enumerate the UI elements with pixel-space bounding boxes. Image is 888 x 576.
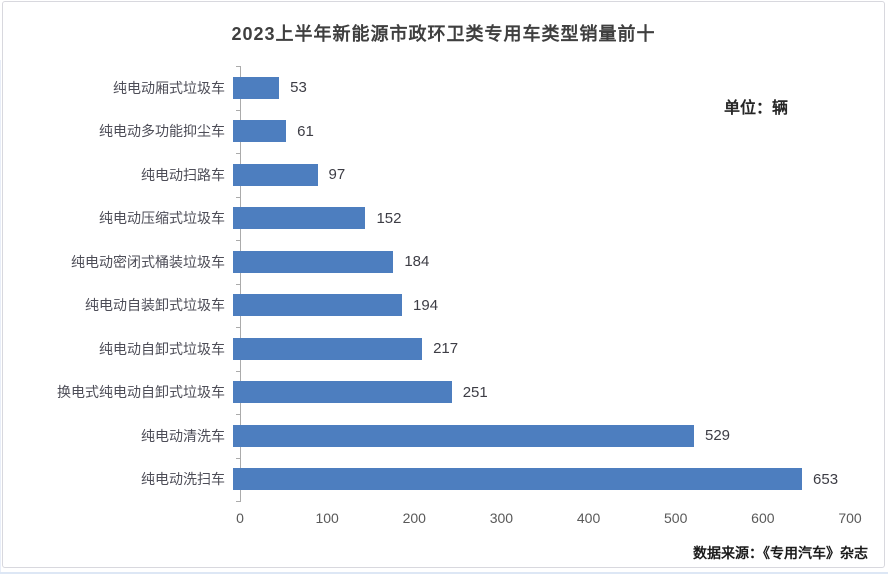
x-tick-label: 100: [297, 510, 357, 526]
value-label: 97: [329, 166, 346, 183]
bar-row: 纯电动清洗车 529: [3, 414, 888, 458]
value-label: 653: [813, 471, 838, 488]
value-label: 61: [297, 123, 314, 140]
bar: [233, 425, 694, 447]
x-tick-label: 0: [210, 510, 270, 526]
bar-row: 纯电动密闭式桶装垃圾车 184: [3, 240, 888, 284]
y-tick-mark: [236, 371, 240, 372]
y-tick-mark: [236, 240, 240, 241]
left-edge-line: [0, 60, 1, 574]
bar-row: 纯电动压缩式垃圾车 152: [3, 197, 888, 241]
x-tick-label: 300: [471, 510, 531, 526]
category-label: 纯电动扫路车: [3, 165, 233, 185]
bar-row: 纯电动多功能抑尘车 61: [3, 110, 888, 154]
bar-row: 纯电动自装卸式垃圾车 194: [3, 284, 888, 328]
x-tick-label: 200: [384, 510, 444, 526]
category-label: 纯电动密闭式桶装垃圾车: [3, 252, 233, 272]
category-label: 纯电动洗扫车: [3, 469, 233, 489]
x-tick-label: 500: [646, 510, 706, 526]
plot-area: 纯电动厢式垃圾车 53 纯电动多功能抑尘车 61 纯电动扫路车 97 纯电动压缩式垃圾车 15…: [3, 2, 888, 576]
value-label: 529: [705, 427, 730, 444]
y-tick-mark: [236, 284, 240, 285]
bar-row: 纯电动扫路车 97: [3, 153, 888, 197]
bar: [233, 294, 402, 316]
category-label: 纯电动厢式垃圾车: [3, 78, 233, 98]
y-tick-mark: [236, 414, 240, 415]
bar-row: 纯电动洗扫车 653: [3, 458, 888, 502]
value-label: 217: [433, 340, 458, 357]
value-label: 152: [376, 210, 401, 227]
y-tick-mark: [236, 110, 240, 111]
y-tick-mark: [236, 327, 240, 328]
category-label: 换电式纯电动自卸式垃圾车: [3, 382, 233, 402]
value-label: 184: [404, 253, 429, 270]
category-label: 纯电动清洗车: [3, 426, 233, 446]
y-tick-mark: [236, 66, 240, 67]
y-tick-mark: [236, 197, 240, 198]
value-label: 53: [290, 79, 307, 96]
bar: [233, 164, 318, 186]
source-label: 数据来源：《专用汽车》杂志: [693, 543, 868, 563]
bar: [233, 77, 279, 99]
bar-rows: 纯电动厢式垃圾车 53 纯电动多功能抑尘车 61 纯电动扫路车 97 纯电动压缩式垃圾车 15…: [3, 66, 888, 501]
y-tick-mark: [236, 501, 240, 502]
y-tick-mark: [236, 458, 240, 459]
bar: [233, 251, 393, 273]
bar: [233, 338, 422, 360]
value-label: 251: [463, 384, 488, 401]
category-label: 纯电动自装卸式垃圾车: [3, 295, 233, 315]
x-tick-label: 400: [559, 510, 619, 526]
bar: [233, 381, 452, 403]
bar: [233, 468, 802, 490]
bar-row: 换电式纯电动自卸式垃圾车 251: [3, 371, 888, 415]
category-label: 纯电动压缩式垃圾车: [3, 208, 233, 228]
x-tick-label: 600: [733, 510, 793, 526]
category-label: 纯电动多功能抑尘车: [3, 121, 233, 141]
bar-row: 纯电动自卸式垃圾车 217: [3, 327, 888, 371]
bar: [233, 120, 286, 142]
y-tick-mark: [236, 153, 240, 154]
bar: [233, 207, 365, 229]
x-tick-label: 700: [820, 510, 880, 526]
bar-row: 纯电动厢式垃圾车 53: [3, 66, 888, 110]
category-label: 纯电动自卸式垃圾车: [3, 339, 233, 359]
value-label: 194: [413, 297, 438, 314]
